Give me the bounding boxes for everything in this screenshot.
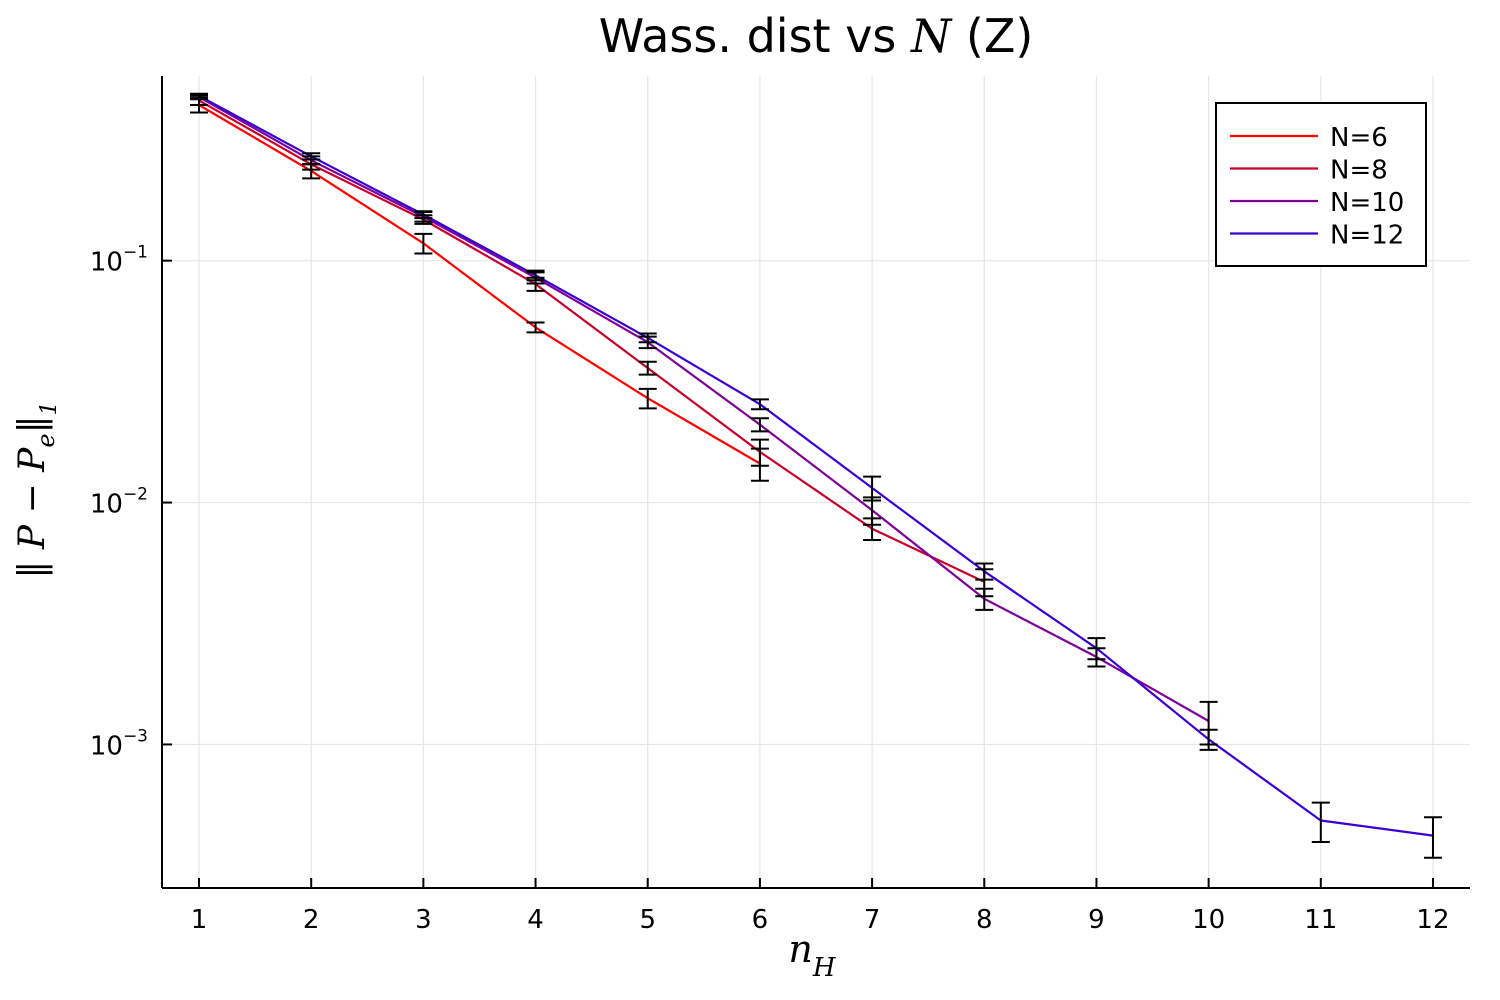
errorbar (638, 387, 657, 410)
legend: N=6N=8N=10N=12 (1215, 102, 1427, 267)
errorbar (863, 475, 882, 502)
errorbar (638, 332, 657, 344)
y-tick-label: 10−1 (90, 243, 148, 278)
errorbar (1423, 816, 1442, 859)
y-axis-label-right: ‖ (12, 415, 53, 433)
errorbar (750, 398, 769, 411)
legend-items: N=6N=8N=10N=12 (1230, 123, 1404, 251)
x-tick-label: 7 (864, 905, 881, 935)
errorbar (750, 417, 769, 433)
errorbar (526, 321, 545, 334)
errorbar (1087, 637, 1106, 661)
errorbar (975, 562, 994, 581)
y-tick-label: 10−3 (90, 726, 148, 761)
x-tick-label: 6 (752, 905, 769, 935)
x-tick-label: 5 (639, 905, 656, 935)
series-line-N=8 (198, 99, 985, 583)
errorbar (638, 360, 657, 376)
errorbar (190, 92, 209, 100)
errorbar (750, 438, 769, 467)
chart-title-math: N (910, 9, 953, 63)
x-tick-label: 9 (1088, 905, 1105, 935)
x-tick-label: 10 (1192, 905, 1225, 935)
y-ticks: 10−1 10−2 10−3 (90, 243, 172, 761)
legend-label: N=8 (1330, 156, 1388, 186)
y-axis-label-sub-1: 1 (37, 401, 62, 415)
chart-title: Wass. dist vs N (Z) (599, 9, 1034, 63)
errorbar (414, 210, 433, 220)
x-tick-label: 8 (976, 905, 993, 935)
errorbar (414, 232, 433, 255)
x-axis-label-main: n (788, 927, 812, 971)
x-axis-label-sub: H (812, 953, 837, 983)
series-line-N=12 (198, 94, 1434, 837)
y-tick-label: 10−2 (90, 485, 148, 520)
x-tick-label: 2 (303, 905, 320, 935)
errorbar-layer (190, 92, 1442, 859)
x-axis-label: nH (788, 927, 836, 983)
x-tick-label: 12 (1416, 905, 1449, 935)
legend-box (1215, 102, 1427, 267)
chart-title-prefix: Wass. dist vs (599, 9, 911, 63)
errorbar (1311, 801, 1330, 844)
y-axis-label: ‖ P − Pe‖1 (12, 401, 62, 578)
legend-label: N=10 (1330, 188, 1404, 218)
errorbar (526, 269, 545, 282)
errorbar (863, 496, 882, 526)
x-tick-label: 1 (191, 905, 208, 935)
x-tick-label: 4 (527, 905, 544, 935)
legend-label: N=12 (1330, 221, 1404, 251)
legend-label: N=6 (1330, 123, 1388, 153)
errorbar (975, 587, 994, 611)
errorbar (302, 152, 321, 161)
series-line-N=6 (198, 104, 761, 465)
x-tick-label: 3 (415, 905, 432, 935)
chart-title-suffix: (Z) (951, 9, 1033, 63)
series-line-N=10 (198, 96, 1210, 722)
y-axis-label-left: ‖ P − P (12, 447, 53, 579)
x-tick-label: 11 (1304, 905, 1337, 935)
errorbar (1199, 728, 1218, 751)
y-axis-label-sub-e: e (32, 433, 60, 447)
x-ticks: 1 2 3 4 5 6 7 8 9 10 11 12 (191, 878, 1450, 935)
series-layer (198, 94, 1434, 837)
